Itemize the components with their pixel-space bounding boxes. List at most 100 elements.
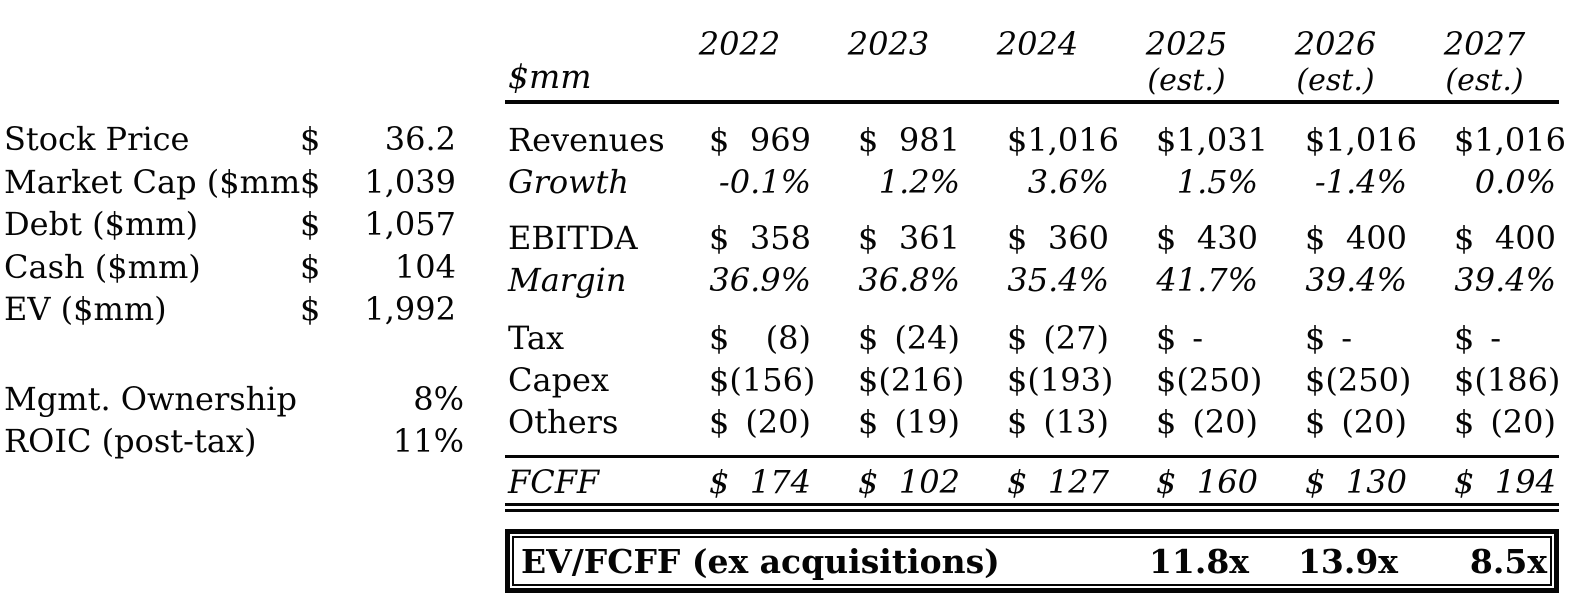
currency-symbol: $ bbox=[1156, 463, 1177, 501]
cell: $1,016 bbox=[1007, 121, 1119, 159]
currency-symbol: $ bbox=[1305, 121, 1326, 159]
currency-symbol: $ bbox=[709, 361, 730, 399]
fcff-table: $mm 2022 2023 2024 2025 (est.) bbox=[505, 0, 1566, 593]
cell: $1,031 bbox=[1156, 121, 1268, 159]
metrics-block: Mgmt. Ownership 8% ROIC (post-tax) 11% bbox=[4, 378, 464, 463]
currency-symbol: $ bbox=[709, 463, 730, 501]
summary-value-2026: 13.9x bbox=[1297, 541, 1398, 581]
year-header-2023: 2023 bbox=[847, 25, 930, 63]
cell: $981 bbox=[858, 121, 960, 159]
cell: $ (20) bbox=[709, 403, 811, 441]
cell: $1,016 bbox=[1305, 121, 1417, 159]
cell: $361 bbox=[858, 219, 960, 257]
currency-symbol: $ bbox=[300, 162, 321, 201]
summary-value-2027: 8.5x bbox=[1469, 541, 1547, 581]
row-value: 36.2 bbox=[384, 120, 456, 159]
currency-symbol: $ bbox=[1305, 403, 1326, 441]
year-header-2024: 2024 bbox=[996, 25, 1079, 63]
table-header: $mm 2022 2023 2024 2025 (est.) bbox=[505, 0, 1559, 104]
cell: 3.6% bbox=[1027, 163, 1109, 201]
summary-value-2025: 11.8x bbox=[1148, 541, 1249, 581]
cell: 39.4% bbox=[1305, 261, 1407, 299]
cell: $ - bbox=[1454, 319, 1501, 357]
row-label: Mgmt. Ownership bbox=[4, 379, 298, 418]
row-value: 1,039 bbox=[364, 162, 456, 201]
cell: $360 bbox=[1007, 219, 1109, 257]
currency-symbol: $ bbox=[1454, 403, 1475, 441]
table-row-revenues: Revenues $969 $981 $1,016 $1,031 $1,016 … bbox=[508, 121, 1566, 159]
currency-symbol: $ bbox=[1007, 319, 1028, 357]
currency-symbol: $ bbox=[1007, 463, 1028, 501]
year-header-2027: 2027 (est.) bbox=[1443, 25, 1526, 98]
cell: -1.4% bbox=[1314, 163, 1407, 201]
fcff-section: FCFF $174 $102 $127 $160 $130 $194 bbox=[505, 455, 1559, 503]
currency-symbol: $ bbox=[1156, 361, 1177, 399]
cell: $127 bbox=[1007, 463, 1109, 501]
cell: $ (13) bbox=[1007, 403, 1109, 441]
row-value: 8% bbox=[413, 379, 464, 418]
cell: $160 bbox=[1156, 463, 1258, 501]
cell: $ (8) bbox=[709, 319, 811, 357]
currency-symbol: $ bbox=[858, 403, 879, 441]
currency-symbol: $ bbox=[1007, 361, 1028, 399]
currency-symbol: $ bbox=[1305, 361, 1326, 399]
table-row-margin: Margin 36.9% 36.8% 35.4% 41.7% 39.4% 39.… bbox=[505, 259, 1559, 301]
row-label: Debt ($mm) bbox=[4, 205, 199, 244]
table-row-others: Others $ (20) $ (19) $ (13) $ (20) $ (20) $ (2… bbox=[505, 401, 1559, 443]
cell: 36.8% bbox=[858, 261, 960, 299]
valuation-row-cash: Cash ($mm) $ 104 bbox=[4, 246, 464, 289]
currency-symbol: $ bbox=[1454, 361, 1475, 399]
currency-symbol: $ bbox=[1305, 463, 1326, 501]
cell: 35.4% bbox=[1007, 261, 1109, 299]
cell: $ (20) bbox=[1156, 403, 1258, 441]
ev-fcff-summary-row: EV/FCFF (ex acquisitions) 11.8x 13.9x 8.… bbox=[512, 536, 1552, 586]
row-value: 1,057 bbox=[364, 205, 456, 244]
row-value: 104 bbox=[394, 247, 456, 286]
cell: $ - bbox=[1305, 319, 1352, 357]
row-value: 11% bbox=[392, 422, 464, 461]
cell: -0.1% bbox=[718, 163, 811, 201]
currency-symbol: $ bbox=[1454, 319, 1475, 357]
currency-symbol: $ bbox=[1454, 463, 1475, 501]
table-body: Revenues $969 $981 $1,016 $1,031 $1,016 … bbox=[505, 104, 1566, 593]
currency-symbol: $ bbox=[300, 205, 321, 244]
cell: $ (250) bbox=[1305, 361, 1412, 399]
cell: $ (19) bbox=[858, 403, 960, 441]
ev-fcff-summary-box: EV/FCFF (ex acquisitions) 11.8x 13.9x 8.… bbox=[505, 529, 1559, 593]
cell: $ (193) bbox=[1007, 361, 1114, 399]
double-rule bbox=[505, 503, 1559, 512]
cell: 41.7% bbox=[1156, 261, 1258, 299]
currency-symbol: $ bbox=[858, 319, 879, 357]
currency-symbol: $ bbox=[1007, 403, 1028, 441]
row-label: Cash ($mm) bbox=[4, 247, 201, 286]
row-label: EV ($mm) bbox=[4, 290, 167, 329]
currency-symbol: $ bbox=[709, 219, 730, 257]
valuation-row-debt: Debt ($mm) $ 1,057 bbox=[4, 203, 464, 246]
valuation-row-market-cap: Market Cap ($mm) $ 1,039 bbox=[4, 161, 464, 204]
year-header-2025: 2025 (est.) bbox=[1145, 25, 1228, 98]
cell: $ (24) bbox=[858, 319, 960, 357]
currency-symbol: $ bbox=[858, 121, 879, 159]
currency-symbol: $ bbox=[1454, 121, 1475, 159]
cell: $ - bbox=[1156, 319, 1203, 357]
cell: $ (216) bbox=[858, 361, 965, 399]
metric-row-ownership: Mgmt. Ownership 8% bbox=[4, 378, 464, 421]
currency-symbol: $ bbox=[709, 319, 730, 357]
cell: $102 bbox=[858, 463, 960, 501]
currency-symbol: $ bbox=[709, 121, 730, 159]
table-row-ebitda: EBITDA $358 $361 $360 $430 $400 $400 bbox=[505, 217, 1559, 259]
currency-symbol: $ bbox=[858, 361, 879, 399]
currency-symbol: $ bbox=[1156, 403, 1177, 441]
table-row-growth: Growth -0.1% 1.2% 3.6% 1.5% -1.4% 0.0% bbox=[505, 161, 1559, 203]
cell: $400 bbox=[1454, 219, 1556, 257]
row-label: Stock Price bbox=[4, 120, 190, 159]
currency-symbol: $ bbox=[858, 463, 879, 501]
cell: 1.5% bbox=[1176, 163, 1258, 201]
currency-symbol: $ bbox=[1156, 121, 1177, 159]
table-row-fcff: FCFF $174 $102 $127 $160 $130 $194 bbox=[505, 461, 1559, 503]
cell: $ (20) bbox=[1305, 403, 1407, 441]
currency-symbol: $ bbox=[300, 120, 321, 159]
cell: 36.9% bbox=[709, 261, 811, 299]
currency-symbol: $ bbox=[858, 219, 879, 257]
table-row-tax: Tax $ (8) $ (24) $ (27) $ - $ - $ - bbox=[505, 317, 1559, 359]
